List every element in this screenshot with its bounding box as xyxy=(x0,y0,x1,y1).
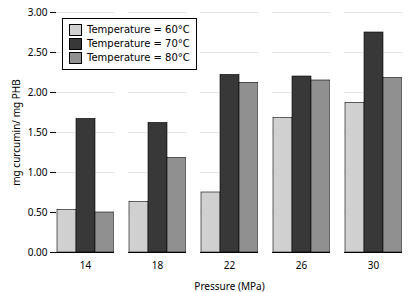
svg-text:14: 14 xyxy=(80,258,92,272)
svg-text:1.00: 1.00 xyxy=(28,165,48,179)
svg-text:2.50: 2.50 xyxy=(28,45,48,59)
html-text:Temperature = 60°C: Temperature = 60°C xyxy=(87,24,190,35)
html-text:Temperature = 80°C: Temperature = 80°C xyxy=(87,52,190,63)
svg-text:2.00: 2.00 xyxy=(28,85,48,99)
svg-text:1.50: 1.50 xyxy=(28,125,48,139)
svg-text:18: 18 xyxy=(152,258,164,272)
svg-text:26: 26 xyxy=(296,258,308,272)
html-text:Temperature = 70°C: Temperature = 70°C xyxy=(87,38,190,49)
svg-text:22: 22 xyxy=(224,258,236,272)
svg-text:mg curcumin/ mg PHB: mg curcumin/ mg PHB xyxy=(9,79,23,185)
svg-text:30: 30 xyxy=(368,258,380,272)
svg-text:Pressure (MPa): Pressure (MPa) xyxy=(194,279,264,292)
svg-text:3.00: 3.00 xyxy=(28,5,48,19)
svg-text:0.50: 0.50 xyxy=(28,205,48,219)
svg-text:0.00: 0.00 xyxy=(28,245,48,259)
